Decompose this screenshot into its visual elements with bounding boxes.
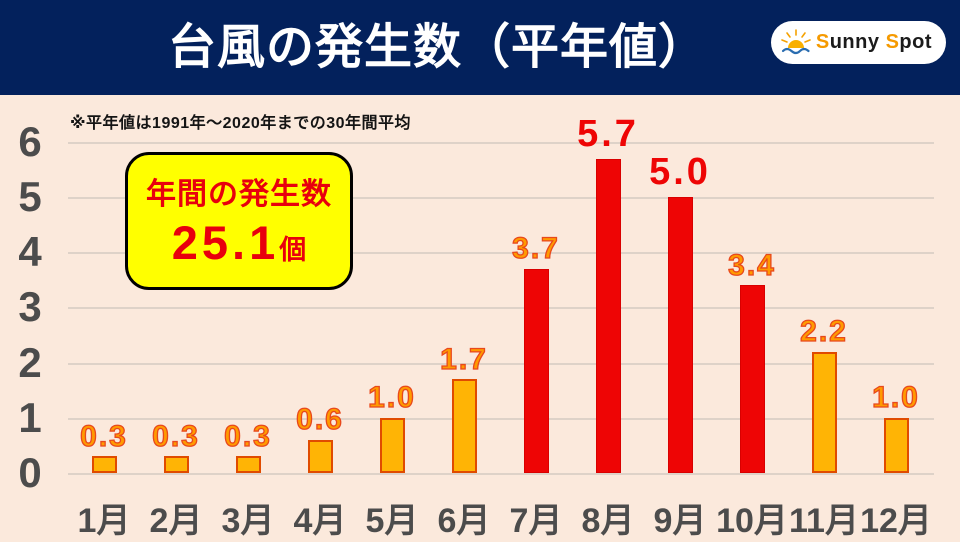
bar-7月 xyxy=(523,268,549,473)
x-axis-label: 3月 xyxy=(221,502,275,540)
gridline xyxy=(68,197,934,200)
logo-wordmark: Sunny Spot xyxy=(815,31,932,53)
gridline xyxy=(68,252,934,255)
bar-value-label: 0.6 xyxy=(295,403,344,437)
y-axis-tick-label: 0 xyxy=(18,449,42,496)
x-axis-label: 1月 xyxy=(77,502,131,540)
gridline xyxy=(68,473,934,475)
bar-9月 xyxy=(667,197,693,473)
bar-3月 xyxy=(235,456,261,473)
bar-11月 xyxy=(811,351,837,473)
sun-icon xyxy=(779,26,813,60)
gridline xyxy=(68,417,934,420)
bar-value-label: 3.4 xyxy=(727,248,776,282)
y-axis-tick-label: 4 xyxy=(18,228,42,276)
y-axis-tick-label: 1 xyxy=(18,393,42,441)
bar-12月 xyxy=(883,417,909,473)
header-bar: 台風の発生数（平年値） Sunny Spot xyxy=(0,0,960,95)
annual-total-value: 25.1 xyxy=(171,216,280,269)
y-axis-tick-label: 3 xyxy=(18,283,42,331)
x-axis-label: 8月 xyxy=(581,502,635,540)
annual-total-callout: 年間の発生数 25.1個 xyxy=(125,152,353,290)
gridline xyxy=(68,307,934,310)
annual-total-value-row: 25.1個 xyxy=(128,215,350,270)
y-axis-tick-label: 5 xyxy=(18,173,42,221)
gridline xyxy=(68,141,934,144)
bar-10月 xyxy=(739,285,765,473)
bar-value-label: 5.7 xyxy=(577,112,639,155)
x-axis-label: 10月 xyxy=(716,502,788,540)
bar-4月 xyxy=(307,439,333,473)
plot-area: ※平年値は1991年～2020年までの30年間平均 年間の発生数 25.1個 0… xyxy=(0,95,960,540)
bar-5月 xyxy=(379,417,405,473)
bar-value-label: 0.3 xyxy=(79,419,128,453)
bar-2月 xyxy=(163,456,189,473)
page-title: 台風の発生数（平年値） xyxy=(167,21,707,74)
x-axis-label: 9月 xyxy=(653,502,707,540)
bar-value-label: 1.0 xyxy=(367,381,416,415)
bar-value-label: 1.0 xyxy=(871,381,920,415)
bar-value-label: 2.2 xyxy=(799,315,848,349)
bar-value-label: 0.3 xyxy=(223,419,272,453)
bar-8月 xyxy=(595,158,621,473)
x-axis-label: 5月 xyxy=(365,502,419,540)
bar-1月 xyxy=(91,456,117,473)
x-axis-label: 7月 xyxy=(509,502,563,540)
annual-total-label: 年間の発生数 xyxy=(146,178,332,211)
gridline xyxy=(68,362,934,365)
y-axis-tick-label: 6 xyxy=(18,117,42,165)
bar-6月 xyxy=(451,379,477,473)
bar-value-label: 1.7 xyxy=(439,342,488,376)
bar-value-label: 5.0 xyxy=(649,151,711,194)
bar-value-label: 0.3 xyxy=(151,419,200,453)
x-axis-label: 4月 xyxy=(293,502,347,540)
x-axis-label: 12月 xyxy=(860,502,932,540)
y-axis-tick-label: 2 xyxy=(18,338,42,386)
x-axis-label: 2月 xyxy=(149,502,203,540)
sunny-spot-logo: Sunny Spot xyxy=(770,21,946,64)
annual-total-unit: 個 xyxy=(279,235,307,265)
x-axis-label: 6月 xyxy=(437,502,491,540)
chart-footnote: ※平年値は1991年～2020年までの30年間平均 xyxy=(70,115,412,132)
bar-value-label: 3.7 xyxy=(511,232,560,266)
x-axis-label: 11月 xyxy=(789,502,859,540)
